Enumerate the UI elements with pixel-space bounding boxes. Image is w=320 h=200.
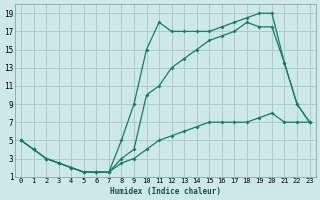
X-axis label: Humidex (Indice chaleur): Humidex (Indice chaleur) bbox=[110, 187, 221, 196]
